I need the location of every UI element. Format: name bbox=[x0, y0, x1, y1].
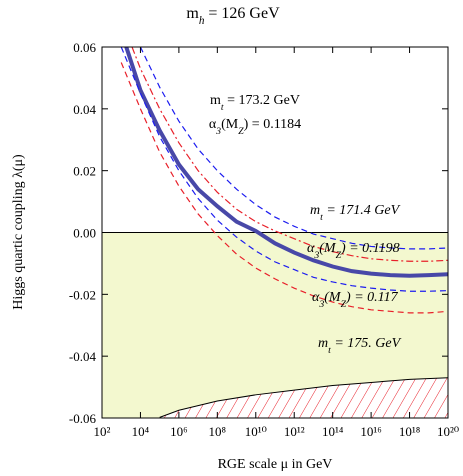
x-tick-label: 10¹⁶ bbox=[360, 424, 381, 439]
y-tick-label: 0.02 bbox=[73, 164, 96, 179]
x-axis-label: RGE scale μ in GeV bbox=[218, 457, 333, 472]
x-tick-label: 10²⁰ bbox=[437, 424, 459, 439]
axes: mt = 171.4 GeV α3(MZ) = 0.1198 α3(MZ) = 0.… bbox=[69, 40, 459, 439]
plot-area bbox=[102, 47, 448, 418]
x-tick-label: 10¹⁴ bbox=[322, 424, 344, 439]
annotation: mt = 173.2 GeV bbox=[210, 93, 300, 113]
x-tick-label: 10¹⁰ bbox=[245, 424, 267, 439]
instability-boundary bbox=[159, 377, 448, 418]
series-line bbox=[120, 62, 448, 314]
y-axis-label: Higgs quartic coupling λ(μ) bbox=[11, 154, 26, 310]
series-line bbox=[139, 47, 448, 250]
annotation: α3(MZ) = 0.1184 bbox=[209, 117, 301, 137]
x-tick-label: 10⁴ bbox=[132, 424, 150, 439]
x-tick-label: 10⁶ bbox=[170, 424, 188, 439]
y-tick-label: 0.00 bbox=[73, 226, 96, 241]
chart-title: mh = 126 GeV bbox=[186, 5, 280, 27]
y-tick-label: -0.02 bbox=[69, 287, 96, 302]
series-label: α3(MZ) = 0.1198 bbox=[307, 241, 400, 261]
series-label: mt = 171.4 GeV bbox=[310, 203, 401, 223]
y-tick-label: 0.04 bbox=[73, 102, 96, 117]
x-tick-label: 10¹² bbox=[284, 424, 305, 439]
series-label: α3(MZ) = 0.117 bbox=[312, 290, 399, 310]
series-line bbox=[124, 47, 448, 278]
x-tick-label: 10² bbox=[94, 424, 111, 439]
y-tick-label: -0.04 bbox=[69, 349, 97, 364]
series-label: mt = 175. GeV bbox=[318, 336, 402, 356]
y-tick-label: -0.06 bbox=[69, 411, 97, 426]
series-line bbox=[131, 47, 448, 262]
series-line bbox=[120, 47, 448, 292]
x-tick-label: 10⁸ bbox=[209, 424, 227, 439]
y-tick-label: 0.06 bbox=[73, 40, 96, 55]
instability-hatch bbox=[159, 377, 448, 418]
x-tick-label: 10¹⁸ bbox=[399, 424, 421, 439]
